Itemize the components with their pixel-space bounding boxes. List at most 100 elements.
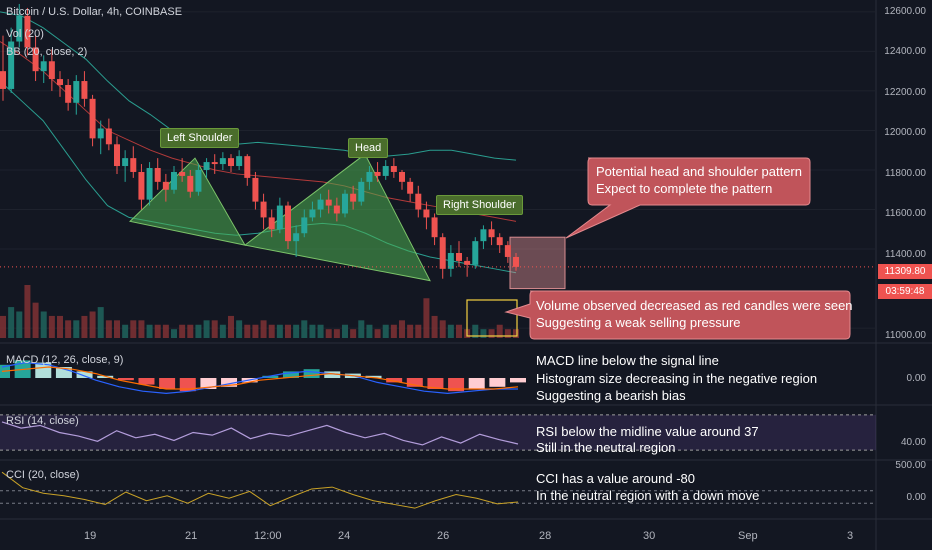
candle-body [447,253,454,269]
volume-bar [48,315,55,338]
volume-bar [171,329,177,338]
candle-body [228,158,234,167]
volume-bar [276,324,283,338]
volume-bar [309,324,316,338]
candle-body [195,169,202,192]
candle-body [439,237,446,269]
candle-body [122,158,129,167]
candle-body [293,233,300,242]
candle-body [211,162,218,165]
volume-bar [374,329,381,338]
head-triangle [243,153,431,282]
rsi-legend: RSI (14, close) [6,415,79,427]
volume-callout-balloon [504,290,851,340]
macd-histogram-bar [448,378,465,392]
volume-bar [342,324,348,338]
rsi-band [0,414,876,451]
rsi-note-2: Still in the neutral region [536,440,676,455]
current-price-badge: 11309.80 [878,264,932,279]
volume-bar [423,298,430,338]
candle-body [366,171,373,182]
bollinger-lower-band [0,80,517,274]
candle-body [496,237,503,246]
price-tick-11000: 11000.00 [885,330,926,341]
price-tick-12400: 12400.00 [884,46,926,57]
volume-bar [89,311,96,338]
candle-body [8,41,15,89]
volume-bar [81,315,88,338]
candle-body [415,193,422,210]
bollinger-legend: BB (20, close, 2) [6,46,88,58]
macd-note-2: Histogram size decreasing in the negativ… [536,371,818,386]
volume-bar [390,324,397,338]
volume-bar [504,329,511,338]
volume-bar [105,320,112,338]
candle-body [358,181,365,202]
volume-bar [24,285,31,338]
macd-histogram-bar [76,371,93,378]
candle-body [472,241,479,265]
volume-bar [138,320,145,338]
candle-body [0,71,6,89]
volume-bar [456,324,462,338]
macd-histogram-bar [489,378,506,387]
macd-line [1,361,518,395]
candle-body [260,201,267,218]
candle-body [81,81,88,99]
rsi-line [1,421,519,446]
volume-bar [325,329,332,338]
candle-body [423,209,430,218]
macd-histogram-bar [221,378,238,387]
volume-bar [350,329,357,338]
macd-histogram-bar [468,378,485,389]
candle-body [146,168,153,200]
volume-bar [488,329,495,338]
candle-body [317,199,324,210]
volume-bar [366,324,373,338]
time-tick-3: 3 [847,530,854,542]
volume-bar [97,307,104,338]
volume-bar [293,324,300,338]
candle-body [154,168,161,182]
candle-body [130,158,137,172]
volume-bar [260,320,267,338]
volume-bar [122,324,129,338]
time-tick-19: 19 [84,530,97,542]
candle-body [244,156,251,178]
macd-note-3: Suggesting a bearish bias [536,388,686,403]
candle-body [350,193,357,202]
macd-signal-line [1,366,519,390]
time-tick-30: 30 [643,530,656,542]
price-tick-11600: 11600.00 [885,208,926,219]
candle-body [48,61,55,80]
candle-body [138,171,145,200]
macd-histogram-bar [200,378,217,389]
volume-bar [268,324,275,338]
volume-bar [301,320,308,338]
volume-bar [130,320,137,338]
candle-body [390,166,397,172]
left-shoulder-triangle [128,157,246,246]
candle-body [179,171,186,176]
volume-bar [236,320,243,338]
candle-body [374,171,381,176]
candle-body [399,171,405,182]
volume-bar [114,320,120,338]
macd-histogram-bar [138,378,155,385]
price-tick-11400: 11400.00 [885,249,926,260]
volume-bar [358,320,365,338]
cci-line [1,471,519,509]
macd-histogram-bar [303,369,320,378]
macd-histogram-bar [365,375,382,378]
symbol-title: Bitcoin / U.S. Dollar, 4h, COINBASE [6,6,183,18]
candle-body [301,217,308,234]
candle-body [480,229,487,242]
macd-histogram-bar [282,371,299,378]
volume-bar [32,302,39,338]
volume-bar [317,324,324,338]
macd-histogram-bar [117,378,134,381]
candle-body [268,217,275,230]
candle-body [114,144,120,167]
rsi-note-1: RSI below the midline value around 37 [536,424,759,439]
